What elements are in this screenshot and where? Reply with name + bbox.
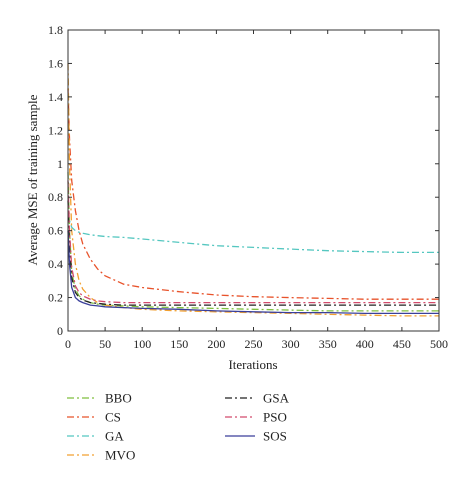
y-tick-label: 1.6 [48,56,63,70]
x-tick-label: 200 [207,337,225,351]
y-tick-label: 1 [57,157,63,171]
series-line-ga [67,210,439,254]
x-tick-label: 100 [133,337,151,351]
x-tick-label: 400 [356,337,374,351]
legend-label-cs: CS [105,410,121,425]
y-axis-label: Average MSE of training sample [25,94,40,265]
y-tick-label: 0 [57,324,63,338]
x-tick-label: 0 [65,337,71,351]
series-line-bbo [67,172,439,312]
y-tick-label: 0.2 [48,291,63,305]
series-line-sos [67,230,439,315]
y-tick-label: 0.4 [48,257,63,271]
x-tick-label: 350 [319,337,337,351]
legend-label-sos: SOS [263,429,287,444]
series-line-mvo [67,63,439,317]
y-axis-ticks: 0 0.2 0.4 0.6 0.8 1 1.2 1.4 1.6 1.8 [48,23,439,338]
x-axis-label: Iterations [228,357,277,372]
x-tick-label: 250 [245,337,263,351]
legend-label-mvo: MVO [105,448,135,463]
legend-label-gsa: GSA [263,391,290,406]
y-tick-label: 1.8 [48,23,63,37]
plot-frame [67,29,440,332]
y-tick-label: 0.6 [48,224,63,238]
series-line-pso [67,180,439,304]
x-tick-label: 150 [170,337,188,351]
y-tick-label: 0.8 [48,190,63,204]
y-tick-label: 1.4 [48,90,63,104]
series-line-cs [67,88,439,300]
x-tick-label: 50 [99,337,111,351]
y-tick-label: 1.2 [48,123,63,137]
x-tick-label: 450 [393,337,411,351]
legend-label-ga: GA [105,429,124,444]
x-tick-label: 500 [430,337,448,351]
legend-label-pso: PSO [263,410,287,425]
legend-label-bbo: BBO [105,391,132,406]
x-axis-ticks: 0 50 100 150 200 250 300 350 400 450 500 [65,30,448,351]
series-line-gsa [67,200,439,306]
plot-lines [67,63,439,317]
x-tick-label: 300 [282,337,300,351]
legend: BBO CS GA MVO GSA PSO SOS [67,391,290,463]
